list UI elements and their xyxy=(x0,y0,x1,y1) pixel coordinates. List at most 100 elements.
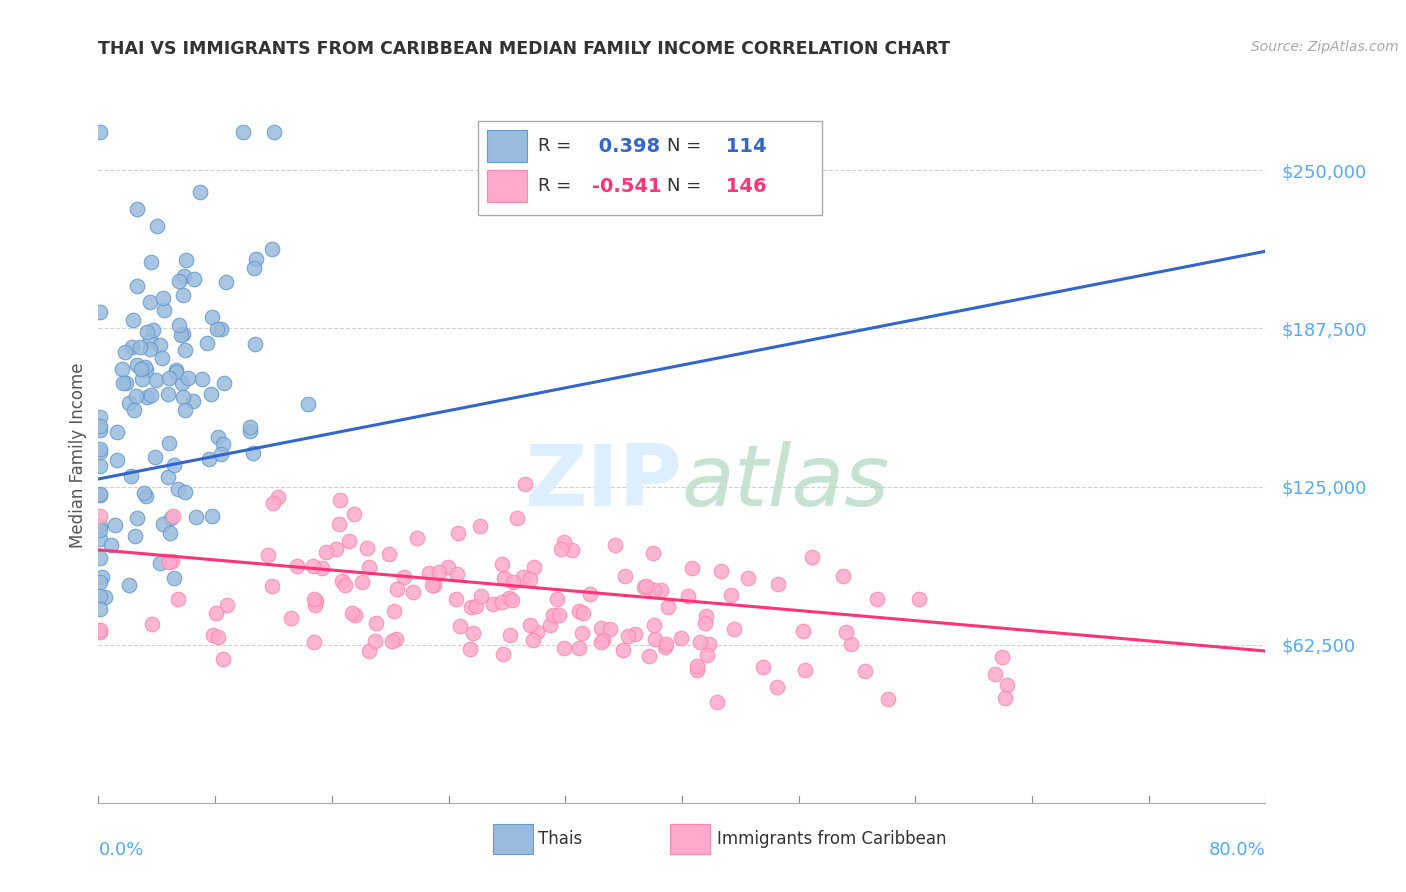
Point xyxy=(172,376,194,390)
Point xyxy=(89,518,111,533)
Point xyxy=(89,442,111,456)
Point xyxy=(91,569,114,583)
Point xyxy=(201,310,224,325)
Point xyxy=(157,436,180,450)
Point xyxy=(612,643,634,657)
Point xyxy=(170,327,193,342)
Point xyxy=(429,565,451,579)
Point xyxy=(337,533,360,548)
Point xyxy=(623,627,645,641)
Point xyxy=(696,648,718,662)
Point xyxy=(695,616,717,631)
Point xyxy=(364,634,387,648)
Point xyxy=(654,640,676,654)
Text: N =: N = xyxy=(666,137,702,155)
Point xyxy=(135,325,157,339)
Text: 0.398: 0.398 xyxy=(592,136,661,155)
Point xyxy=(599,622,621,636)
Text: 0.0%: 0.0% xyxy=(98,841,143,859)
Point xyxy=(634,579,657,593)
Point xyxy=(437,560,460,574)
Point xyxy=(695,608,717,623)
Point xyxy=(794,663,817,677)
Point xyxy=(613,569,636,583)
Point xyxy=(162,509,184,524)
Point xyxy=(697,637,720,651)
Point xyxy=(502,574,524,589)
Point xyxy=(657,600,679,615)
Point xyxy=(125,279,148,293)
Point xyxy=(127,510,149,524)
Point xyxy=(800,550,823,565)
Point xyxy=(111,362,134,376)
Point xyxy=(366,615,388,630)
Point xyxy=(402,585,425,599)
Point xyxy=(141,617,163,632)
Point xyxy=(200,387,222,401)
Point xyxy=(89,590,111,604)
Point xyxy=(328,517,350,532)
Text: 80.0%: 80.0% xyxy=(1209,841,1265,859)
Point xyxy=(568,604,591,618)
Point xyxy=(449,619,471,633)
Point xyxy=(311,561,333,575)
Point xyxy=(89,409,111,424)
Point xyxy=(350,575,373,590)
Point xyxy=(100,538,122,552)
Point xyxy=(553,534,575,549)
Point xyxy=(118,578,141,592)
Point xyxy=(195,336,218,351)
Point xyxy=(643,618,665,632)
Point xyxy=(638,648,661,663)
Point xyxy=(174,402,197,417)
Point xyxy=(89,125,111,139)
Point xyxy=(359,644,381,658)
Point xyxy=(571,626,593,640)
Point xyxy=(242,445,264,459)
Point xyxy=(89,624,111,639)
Point xyxy=(89,486,111,500)
Point xyxy=(381,634,404,648)
Point xyxy=(592,632,614,647)
Point xyxy=(519,572,541,586)
Point xyxy=(125,202,148,217)
Point xyxy=(839,637,862,651)
Point xyxy=(94,590,117,604)
Point xyxy=(183,271,205,285)
Point xyxy=(550,542,572,557)
Text: ZIP: ZIP xyxy=(524,442,682,524)
Point xyxy=(256,549,278,563)
Point xyxy=(172,288,194,302)
Point xyxy=(643,583,665,598)
Point xyxy=(245,337,267,351)
Point xyxy=(173,268,195,283)
Point xyxy=(385,632,408,647)
Point xyxy=(720,588,742,602)
Point xyxy=(89,523,111,537)
Point xyxy=(124,529,146,543)
Point xyxy=(832,569,855,583)
Point xyxy=(492,571,515,585)
Point xyxy=(209,446,232,460)
Point xyxy=(644,632,666,646)
Point xyxy=(994,691,1017,706)
Point xyxy=(139,294,162,309)
Point xyxy=(156,387,179,401)
Point xyxy=(89,550,111,565)
Point xyxy=(460,599,482,614)
Point xyxy=(174,485,197,500)
Point xyxy=(991,650,1014,665)
Point xyxy=(120,469,142,483)
Point xyxy=(571,606,593,620)
Point xyxy=(215,275,238,289)
Point xyxy=(491,595,513,609)
Point xyxy=(591,621,613,635)
Point xyxy=(538,618,561,632)
Point xyxy=(512,570,534,584)
Point xyxy=(499,628,522,642)
Point xyxy=(89,488,111,502)
Point xyxy=(548,608,571,623)
Point xyxy=(198,452,221,467)
Point xyxy=(792,624,814,639)
Point xyxy=(149,557,172,571)
